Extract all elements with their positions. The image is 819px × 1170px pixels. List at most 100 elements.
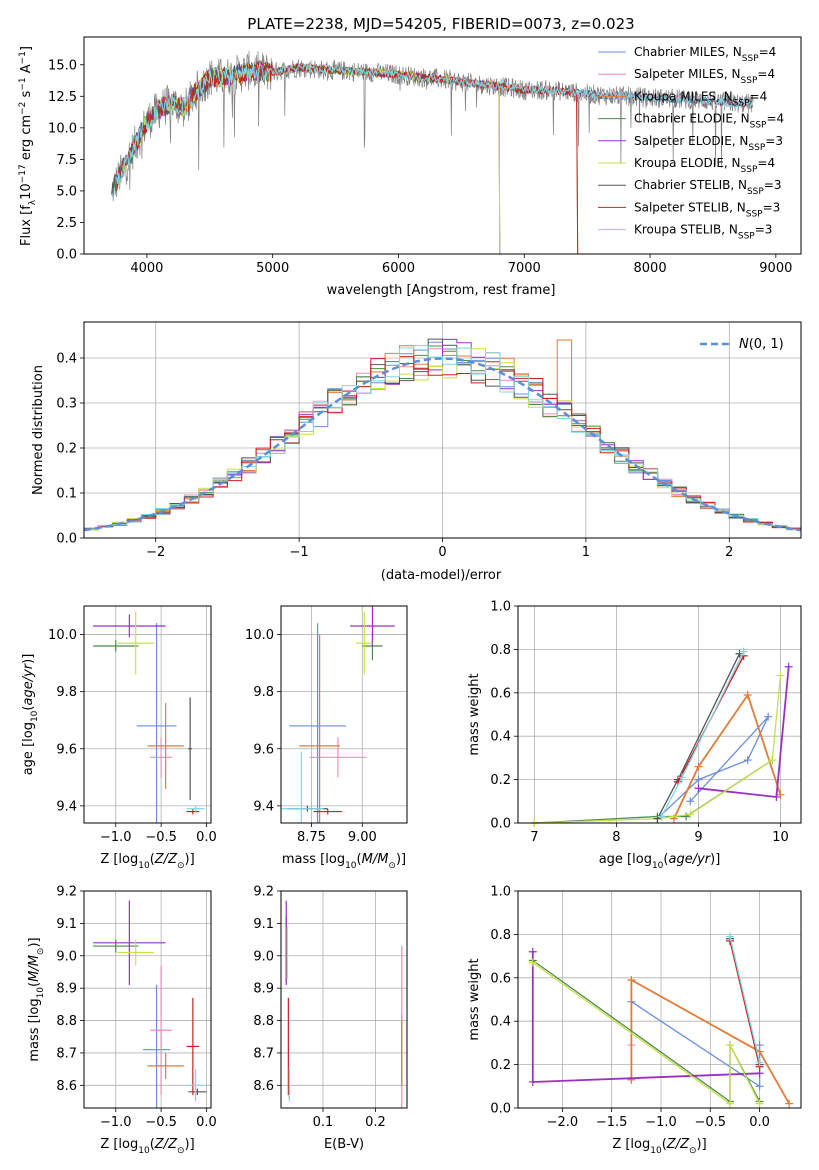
legend-entry: Chabrier MILES, NSSP=4 bbox=[634, 45, 776, 64]
legend-entry: Kroupa STELIB, NSSP=3 bbox=[634, 223, 772, 242]
weight-series-line bbox=[630, 978, 790, 1105]
x-tick-label: 4000 bbox=[130, 261, 163, 276]
weight-series-marker bbox=[686, 797, 695, 806]
x-axis-label: Z [log10(Z/Z⊙)] bbox=[100, 852, 194, 871]
weight-vs-z-axes bbox=[514, 890, 801, 1112]
weight-series-marker bbox=[755, 1082, 764, 1091]
y-axis-label: mass weight bbox=[467, 673, 482, 755]
y-tick-label: 8.6 bbox=[56, 1079, 77, 1094]
weight-series-marker bbox=[726, 1099, 735, 1108]
age-vs-z-axes bbox=[80, 606, 211, 827]
spectrum-axes bbox=[80, 64, 777, 258]
x-tick-label: −1.0 bbox=[100, 830, 132, 845]
model-spectrum-line bbox=[116, 61, 501, 254]
x-tick-label: 5000 bbox=[256, 261, 289, 276]
weight-series-marker bbox=[772, 792, 781, 801]
x-tick-label: 10 bbox=[772, 830, 789, 845]
y-tick-label: 0.6 bbox=[490, 686, 511, 701]
weight-series-marker bbox=[686, 810, 695, 819]
x-tick-label: 8.75 bbox=[297, 830, 326, 845]
y-axis-label: age [log10(age/yr)] bbox=[21, 654, 40, 776]
weight-series-line bbox=[656, 716, 769, 820]
weight-series-marker bbox=[755, 1058, 764, 1067]
y-tick-label: 10.0 bbox=[48, 121, 77, 136]
y-tick-label: 0.3 bbox=[56, 397, 77, 412]
weight-series-marker bbox=[694, 762, 703, 771]
y-tick-label: 9.1 bbox=[253, 917, 274, 932]
x-tick-label: −1.0 bbox=[100, 1115, 132, 1130]
weight-series-marker bbox=[726, 1041, 735, 1050]
y-axis-label: Flux [fλ10−17 erg cm−2 s−1 A−1] bbox=[18, 46, 38, 246]
weight-series-marker bbox=[726, 932, 735, 941]
weight-series-line bbox=[532, 962, 761, 1105]
weight-series-line bbox=[729, 940, 761, 1067]
x-tick-label: −0.5 bbox=[145, 1115, 177, 1130]
x-tick-label: −1.5 bbox=[596, 1115, 628, 1130]
y-tick-label: 9.8 bbox=[253, 685, 274, 700]
y-tick-label: 12.5 bbox=[48, 90, 77, 105]
x-tick-label: 9000 bbox=[759, 261, 792, 276]
axes-frame bbox=[280, 605, 408, 824]
x-tick-label: −1.0 bbox=[645, 1115, 677, 1130]
y-axis-label: mass weight bbox=[467, 958, 482, 1040]
y-tick-label: 9.4 bbox=[253, 799, 274, 814]
y-tick-label: 10.0 bbox=[48, 628, 77, 643]
y-tick-label: 0.1 bbox=[56, 487, 77, 502]
weight-series-marker bbox=[768, 756, 777, 765]
weight-series-marker bbox=[776, 671, 785, 680]
legend-entry: Kroupa MILES, NSSP=4 bbox=[634, 89, 767, 108]
y-tick-label: 0.0 bbox=[490, 1102, 511, 1117]
axes-frame bbox=[83, 605, 212, 824]
legend-entry: Salpeter ELODIE, NSSP=3 bbox=[634, 134, 783, 153]
mass-vs-z-axes bbox=[80, 890, 211, 1112]
histogram-series bbox=[84, 345, 801, 530]
model-spectrum-line bbox=[116, 61, 501, 254]
weight-series-line bbox=[534, 759, 773, 823]
weight-series-marker bbox=[743, 690, 752, 699]
histogram-series bbox=[84, 347, 801, 531]
y-tick-label: 8.9 bbox=[56, 982, 77, 997]
y-tick-label: 0.4 bbox=[490, 730, 511, 745]
weight-series-marker bbox=[776, 790, 785, 799]
y-tick-label: 9.4 bbox=[56, 799, 77, 814]
legend-entry: N(0, 1) bbox=[739, 337, 784, 352]
weight-series-marker bbox=[528, 958, 537, 967]
y-tick-label: 9.2 bbox=[253, 885, 274, 900]
y-tick-label: 9.2 bbox=[56, 885, 77, 900]
x-tick-label: 7000 bbox=[508, 261, 541, 276]
x-tick-label: 7 bbox=[530, 830, 538, 845]
legend-entry: Chabrier STELIB, NSSP=3 bbox=[634, 178, 782, 197]
y-tick-label: 0.6 bbox=[490, 971, 511, 986]
x-tick-label: 1 bbox=[582, 545, 590, 560]
y-tick-label: 0.8 bbox=[490, 643, 511, 658]
age-vs-mass-axes bbox=[277, 606, 407, 827]
x-axis-label: wavelength [Angstrom, rest frame] bbox=[327, 283, 556, 298]
x-axis-label: age [log10(age/yr)] bbox=[599, 852, 721, 871]
x-tick-label: 8 bbox=[612, 830, 620, 845]
figure-title: PLATE=2238, MJD=54205, FIBERID=0073, z=0… bbox=[247, 15, 634, 33]
y-tick-label: 0.8 bbox=[490, 928, 511, 943]
histogram-series bbox=[84, 338, 801, 529]
x-tick-label: 0.0 bbox=[749, 1115, 770, 1130]
y-tick-label: 0.0 bbox=[56, 248, 77, 263]
weight-vs-age-axes bbox=[514, 605, 801, 827]
weight-series-marker bbox=[653, 814, 662, 823]
y-tick-label: 8.9 bbox=[253, 982, 274, 997]
weight-series-marker bbox=[682, 812, 691, 821]
mass-vs-ebv-axes bbox=[277, 890, 407, 1112]
y-tick-label: 8.8 bbox=[56, 1014, 77, 1029]
weight-series-line bbox=[534, 675, 782, 823]
y-tick-label: 9.6 bbox=[253, 742, 274, 757]
x-tick-label: −1 bbox=[290, 545, 309, 560]
x-tick-label: −2.0 bbox=[547, 1115, 579, 1130]
axes-frame bbox=[517, 890, 802, 1109]
x-tick-label: −2 bbox=[146, 545, 165, 560]
y-tick-label: 8.6 bbox=[253, 1079, 274, 1094]
weight-series-marker bbox=[743, 756, 752, 765]
normal-curve bbox=[84, 357, 801, 532]
x-tick-label: 0.0 bbox=[196, 1115, 217, 1130]
y-tick-label: 0.4 bbox=[490, 1015, 511, 1030]
y-tick-label: 0.2 bbox=[56, 442, 77, 457]
y-tick-label: 9.0 bbox=[253, 949, 274, 964]
